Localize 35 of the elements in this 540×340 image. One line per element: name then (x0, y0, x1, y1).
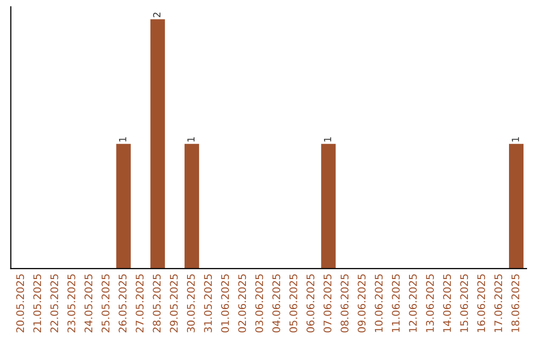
x-tick-label: 24.05.2025 (84, 274, 92, 332)
x-tick-label: 10.06.2025 (374, 274, 383, 332)
x-tick-label: 09.06.2025 (358, 274, 366, 332)
x-tick-label: 04.06.2025 (272, 274, 280, 332)
x-tick-label: 06.06.2025 (306, 274, 314, 332)
x-tick-label: 26.05.2025 (118, 274, 127, 332)
x-tick-label: 20.05.2025 (16, 274, 24, 332)
data-label: 1 (119, 137, 126, 142)
x-tick-label: 07.06.2025 (324, 274, 332, 332)
x-tick-label: 14.06.2025 (443, 274, 451, 332)
data-label: 1 (512, 137, 519, 142)
x-tick-label: 12.06.2025 (408, 274, 417, 332)
x-tick-label: 17.06.2025 (494, 274, 502, 332)
x-tick-label: 13.06.2025 (426, 274, 434, 332)
x-tick-label: 18.06.2025 (511, 274, 520, 332)
x-tick-label: 16.06.2025 (477, 274, 486, 332)
x-tick-label: 03.06.2025 (255, 274, 264, 332)
x-tick-label: 23.05.2025 (67, 274, 76, 332)
x-tick-label: 15.06.2025 (460, 274, 468, 332)
x-tick-label: 27.05.2025 (136, 274, 144, 332)
data-label: 2 (153, 12, 160, 18)
x-tick-label: 11.06.2025 (392, 274, 400, 332)
x-tick-label: 01.06.2025 (221, 274, 229, 332)
data-label: 1 (324, 137, 332, 142)
x-tick-label: 08.06.2025 (340, 274, 349, 332)
x-tick-label: 05.06.2025 (289, 274, 298, 332)
data-label: 1 (187, 137, 194, 142)
x-tick-label: 22.05.2025 (50, 274, 58, 332)
x-tick-label: 21.05.2025 (33, 274, 42, 332)
x-tick-label: 02.06.2025 (238, 274, 246, 332)
x-tick-label: 29.05.2025 (170, 274, 178, 332)
x-tick-label: 25.05.2025 (102, 274, 110, 332)
x-tick-label: 31.05.2025 (204, 274, 212, 332)
x-tick-label: 28.05.2025 (152, 274, 161, 332)
x-tick-label: 30.05.2025 (186, 274, 195, 332)
